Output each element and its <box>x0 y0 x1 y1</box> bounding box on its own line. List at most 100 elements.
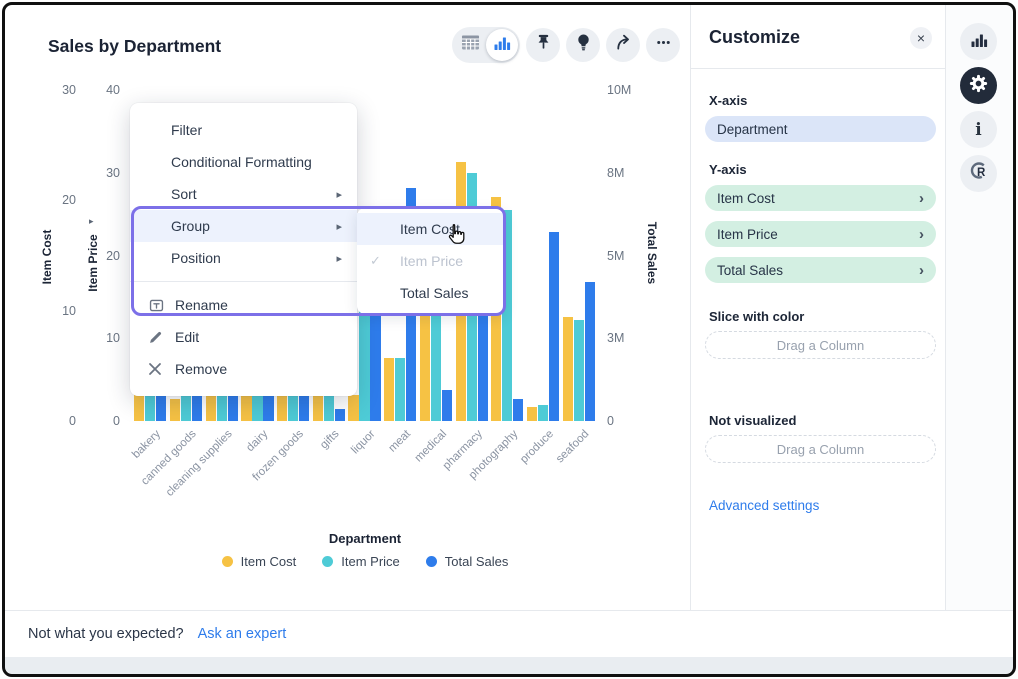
table-view-button[interactable] <box>454 29 486 61</box>
group-submenu: Item Cost ✓ Item Price Total Sales <box>357 208 505 314</box>
chart-view-button[interactable] <box>486 29 518 61</box>
pill-label: Item Cost <box>717 190 775 206</box>
menu-item-filter[interactable]: Filter <box>130 114 357 146</box>
chart-options-button[interactable] <box>960 23 997 60</box>
bar-frozen-goods-item-price[interactable] <box>288 391 299 421</box>
pill-label: Total Sales <box>717 262 784 278</box>
bar-medical-item-price[interactable] <box>430 296 442 421</box>
pin-button[interactable] <box>526 28 560 62</box>
chart-toolbar <box>452 27 680 63</box>
panel-title: Customize <box>709 27 801 47</box>
bar-produce-total-sales[interactable] <box>548 232 560 421</box>
bar-seafood-item-cost[interactable] <box>562 317 573 421</box>
bar-gifts-item-price[interactable] <box>323 393 334 421</box>
bar-produce-item-price[interactable] <box>537 405 549 421</box>
menu-item-rename[interactable]: Rename <box>130 289 357 321</box>
page-title: Sales by Department <box>48 36 222 56</box>
y-axis-title-item-price[interactable]: Item Price <box>86 234 100 292</box>
legend-item-total-sales[interactable]: Total Sales <box>425 554 509 569</box>
more-button[interactable] <box>646 28 680 62</box>
slice-drop-zone[interactable]: Drag a Column <box>705 331 936 359</box>
menu-item-label: Conditional Formatting <box>171 154 312 170</box>
bar-frozen-goods-total-sales[interactable] <box>299 386 310 421</box>
menu-item-remove[interactable]: Remove <box>130 353 357 385</box>
bar-dairy-total-sales[interactable] <box>263 387 274 421</box>
ellipsis-icon <box>654 33 673 57</box>
y-axis-column-pill-item-price[interactable]: Item Price › <box>705 221 936 247</box>
bar-cleaning-supplies-item-price[interactable] <box>216 391 227 421</box>
bar-seafood-total-sales[interactable] <box>584 281 595 421</box>
bar-medical-item-cost[interactable] <box>419 288 431 421</box>
menu-item-label: Group <box>171 218 210 234</box>
bar-bakery-total-sales[interactable] <box>156 387 167 421</box>
insights-button[interactable] <box>566 28 600 62</box>
table-icon <box>461 34 480 56</box>
axis-tick-total-sales: 10M <box>607 83 632 97</box>
y-axis-column-pill-total-sales[interactable]: Total Sales › <box>705 257 936 283</box>
svg-text:R: R <box>977 167 986 179</box>
legend-item-item-price[interactable]: Item Price <box>322 554 400 569</box>
bar-bakery-item-cost[interactable] <box>134 391 145 421</box>
axis-tick-total-sales: 3M <box>607 331 625 346</box>
menu-item-label: Filter <box>171 122 203 138</box>
y-axis-column-pill-item-cost[interactable]: Item Cost › <box>705 185 936 211</box>
bar-medical-total-sales[interactable] <box>441 389 453 421</box>
page-background <box>5 657 1013 674</box>
bar-canned-goods-item-price[interactable] <box>180 392 192 421</box>
x-label-gifts: gifts <box>318 428 342 452</box>
bar-gifts-item-cost[interactable] <box>312 393 323 421</box>
bar-seafood-item-price[interactable] <box>573 320 584 421</box>
info-button[interactable]: i <box>960 111 997 148</box>
bar-photography-total-sales[interactable] <box>513 399 524 421</box>
bar-pharmacy-total-sales[interactable] <box>477 255 488 421</box>
not-visualized-drop-zone[interactable]: Drag a Column <box>705 435 936 463</box>
axis-sort-arrow-icon[interactable]: ▸ <box>89 216 94 226</box>
footer-bar: Not what you expected? Ask an expert <box>5 610 1013 657</box>
menu-item-conditional-formatting[interactable]: Conditional Formatting <box>130 146 357 178</box>
axis-tick-item-price: 0 <box>113 414 120 428</box>
ask-an-expert-link[interactable]: Ask an expert <box>197 626 287 642</box>
legend-item-item-cost[interactable]: Item Cost <box>221 554 296 569</box>
menu-item-label: Sort <box>171 186 197 202</box>
bar-produce-item-cost[interactable] <box>526 406 538 421</box>
submenu-item-total-sales[interactable]: Total Sales <box>357 277 505 309</box>
bar-gifts-total-sales[interactable] <box>334 409 345 421</box>
x-axis-column-pill[interactable]: Department <box>705 116 936 142</box>
bar-dairy-item-cost[interactable] <box>241 392 252 421</box>
advanced-settings-link[interactable]: Advanced settings <box>709 498 820 513</box>
axis-tick-total-sales: 5M <box>607 248 625 263</box>
bar-liquor-total-sales[interactable] <box>370 281 381 421</box>
bar-liquor-item-price[interactable] <box>359 296 370 421</box>
menu-item-group[interactable]: Group ▸ <box>130 210 357 242</box>
right-icon-rail: i R <box>945 5 1013 610</box>
bar-cleaning-supplies-total-sales[interactable] <box>227 387 238 421</box>
bar-bakery-item-price[interactable] <box>145 390 156 421</box>
bar-cleaning-supplies-item-cost[interactable] <box>205 391 216 421</box>
chevron-right-icon: ▸ <box>336 252 342 265</box>
settings-button[interactable] <box>960 67 997 104</box>
bar-liquor-item-cost[interactable] <box>348 394 359 421</box>
bar-meat-item-price[interactable] <box>395 358 406 421</box>
menu-item-label: Position <box>171 250 221 266</box>
submenu-item-item-price[interactable]: ✓ Item Price <box>357 245 505 277</box>
chevron-right-icon: ▸ <box>336 188 342 201</box>
axis-tick-item-cost: 10 <box>62 303 76 318</box>
bar-canned-goods-item-cost[interactable] <box>169 398 181 421</box>
bar-frozen-goods-item-cost[interactable] <box>277 392 288 421</box>
legend-label: Total Sales <box>444 554 509 569</box>
close-panel-button[interactable]: × <box>910 27 932 49</box>
bar-dairy-item-price[interactable] <box>252 392 263 421</box>
bar-meat-item-cost[interactable] <box>384 358 395 421</box>
close-icon: × <box>916 30 926 46</box>
bar-canned-goods-total-sales[interactable] <box>191 386 203 421</box>
menu-item-sort[interactable]: Sort ▸ <box>130 178 357 210</box>
menu-item-edit[interactable]: Edit <box>130 321 357 353</box>
share-arrow-icon <box>614 33 633 57</box>
submenu-item-item-cost[interactable]: Item Cost <box>357 213 505 245</box>
share-button[interactable] <box>606 28 640 62</box>
gear-icon <box>968 73 989 99</box>
menu-item-position[interactable]: Position ▸ <box>130 242 357 274</box>
bar-photography-item-price[interactable] <box>502 209 513 421</box>
remove-icon <box>148 362 170 376</box>
r-analysis-button[interactable]: R <box>960 155 997 192</box>
